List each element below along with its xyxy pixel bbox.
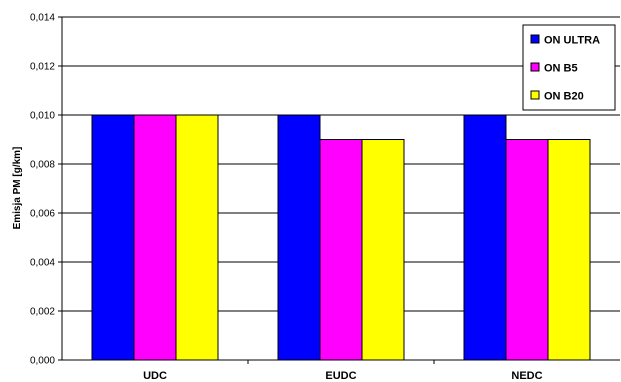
bar-nedc-on-b5 <box>505 139 549 361</box>
legend-swatch <box>530 90 540 100</box>
legend-label: ON B5 <box>544 63 578 75</box>
bar-nedc-on-b20 <box>547 139 591 361</box>
axes <box>61 17 620 364</box>
legend: ON ULTRA ON B5 ON B20 <box>522 24 616 111</box>
y-axis-label: Emisja PM [g/km] <box>12 147 23 230</box>
y-tick-labels: 0,000 0,002 0,004 0,006 0,008 0,010 0,012 0,014 <box>30 13 55 367</box>
legend-label: ON ULTRA <box>544 35 600 47</box>
bar-eudc-on-b20 <box>361 139 405 361</box>
bar-eudc-on-b5 <box>319 139 363 361</box>
x-category-label: UDC <box>143 370 167 382</box>
bar-nedc-on-ultra <box>463 114 507 361</box>
bar-eudc-on-ultra <box>277 114 321 361</box>
bar-udc-on-b20 <box>175 114 219 361</box>
x-category-label: NEDC <box>511 370 542 382</box>
y-tick-label: 0,004 <box>30 258 55 269</box>
y-tick-label: 0,010 <box>30 111 55 122</box>
legend-label: ON B20 <box>544 91 584 103</box>
y-tick-label: 0,002 <box>30 307 55 318</box>
y-tick-label: 0,000 <box>30 356 55 367</box>
x-category-label: EUDC <box>325 370 356 382</box>
y-tick-label: 0,014 <box>30 13 55 24</box>
y-tick-label: 0,008 <box>30 160 55 171</box>
y-tick-label: 0,006 <box>30 209 55 220</box>
bars <box>91 114 591 361</box>
legend-swatch <box>530 34 540 44</box>
bar-udc-on-ultra <box>91 114 135 361</box>
x-category-labels: UDC EUDC NEDC <box>143 370 543 382</box>
legend-swatch <box>530 62 540 72</box>
bar-udc-on-b5 <box>133 114 177 361</box>
y-tick-label: 0,012 <box>30 62 55 73</box>
